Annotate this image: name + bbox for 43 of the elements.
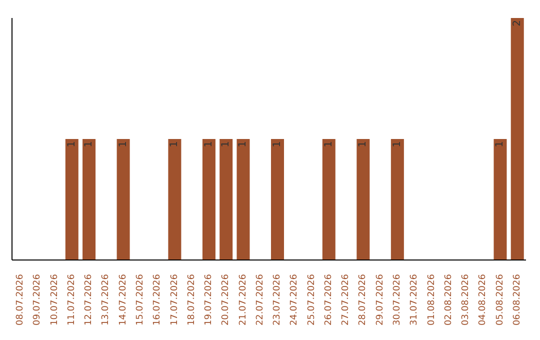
x-tick-label: 09.07.2026 [32,274,43,326]
x-tick-label: 20.07.2026 [221,274,232,326]
data-label: 1 [238,141,249,148]
x-tick-label: 26.07.2026 [324,274,334,326]
data-label: 1 [272,141,283,148]
x-tick-label: 29.07.2026 [375,274,386,326]
data-label: 1 [220,141,232,148]
x-tick-label: 19.07.2026 [204,274,214,326]
x-tick-label: 08.07.2026 [16,274,26,326]
x-tick-label: 01.08.2026 [426,274,437,326]
x-tick-label: 16.07.2026 [152,274,163,326]
x-tick-label: 24.07.2026 [290,274,300,326]
data-label: 1 [494,141,506,148]
data-label: 1 [203,141,214,148]
x-tick-label: 04.08.2026 [478,274,488,326]
x-tick-label: 10.07.2026 [50,274,60,326]
x-tick-label: 03.08.2026 [461,274,472,326]
x-tick-label: 23.07.2026 [272,274,283,326]
data-label: 1 [66,141,78,148]
x-tick-label: 02.08.2026 [444,274,454,326]
x-tick-label: 12.07.2026 [84,274,94,326]
data-label: 1 [323,141,334,148]
x-tick-label: 27.07.2026 [341,274,352,326]
x-tick-label: 11.07.2026 [66,274,77,326]
x-tick-label: 25.07.2026 [306,274,317,326]
data-label: 1 [358,141,369,148]
x-tick-label: 28.07.2026 [358,274,368,326]
data-label: 1 [118,141,129,148]
x-tick-label: 15.07.2026 [136,274,146,326]
x-tick-label: 18.07.2026 [186,274,197,326]
x-tick-label: 21.07.2026 [238,274,248,326]
data-label: 1 [392,141,403,148]
x-tick-label: 14.07.2026 [118,274,128,326]
x-tick-label: 05.08.2026 [495,274,506,326]
x-tick-label: 06.08.2026 [512,274,522,326]
x-tick-label: 22.07.2026 [255,274,266,326]
x-tick-label: 30.07.2026 [392,274,402,326]
x-tick-label: 17.07.2026 [170,274,180,326]
data-label: 1 [169,141,180,148]
x-tick-label: 13.07.2026 [101,274,112,326]
data-label: 1 [84,141,95,148]
data-label: 2 [512,20,523,26]
x-tick-label: 31.07.2026 [410,274,420,326]
